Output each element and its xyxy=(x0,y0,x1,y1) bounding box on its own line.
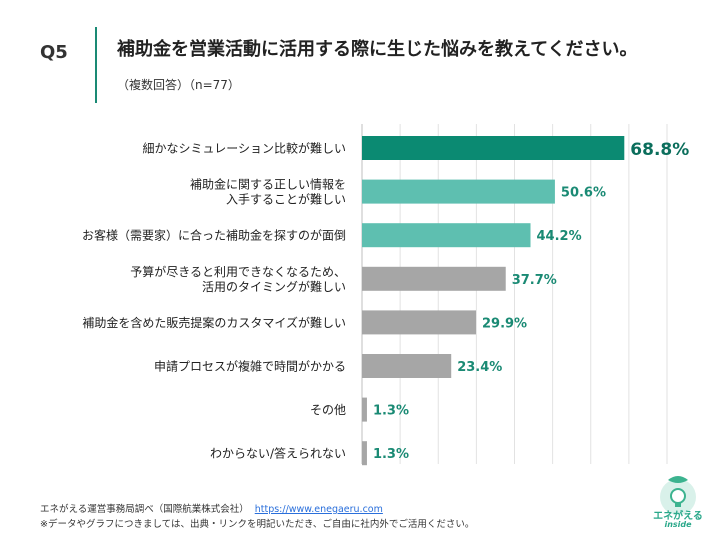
category-label-line: 申請プロセスが複雑で時間がかかる xyxy=(154,359,346,374)
data-label: 1.3% xyxy=(373,404,409,419)
category-label-line: お客様（需要家）に合った補助金を探すのが面倒 xyxy=(82,228,346,243)
data-label: 37.7% xyxy=(512,273,557,288)
page-title: 補助金を営業活動に活用する際に生じた悩みを教えてください。 xyxy=(117,39,638,60)
bar xyxy=(362,136,625,160)
category-label: わからない/答えられない xyxy=(210,446,346,461)
category-label: 申請プロセスが複雑で時間がかかる xyxy=(154,359,346,374)
bar xyxy=(362,266,506,291)
category-label: 補助金に関する正しい情報を入手することが難しい xyxy=(190,177,346,207)
bar xyxy=(362,310,476,335)
category-label-line: 補助金に関する正しい情報を xyxy=(190,177,346,192)
category-label: その他 xyxy=(310,403,346,417)
logo-sub: inside xyxy=(664,520,692,529)
category-label: 細かなシミュレーション比較が難しい xyxy=(142,141,346,156)
category-label-line: 補助金を含めた販売提案のカスタマイズが難しい xyxy=(82,315,346,330)
header-divider xyxy=(95,27,97,103)
bar-chart: 68.8% 細かなシミュレーション比較が難しい 50.6% 補助金に関する正しい情報を… xyxy=(82,124,689,466)
data-label: 23.4% xyxy=(457,360,502,375)
data-label: 1.3% xyxy=(373,447,409,462)
bar xyxy=(362,441,367,466)
data-label: 44.2% xyxy=(537,229,582,244)
category-label: 予算が尽きると利用できなくなるため、活用のタイミングが難しい xyxy=(130,264,346,294)
footer-note: ※データやグラフにつきましては、出典・リンクを明記いただき、ご自由に社内外でご活… xyxy=(40,519,475,530)
bar xyxy=(362,354,452,378)
category-label: 補助金を含めた販売提案のカスタマイズが難しい xyxy=(82,315,346,330)
source-link[interactable]: https://www.enegaeru.com xyxy=(254,504,383,515)
category-label-line: わからない/答えられない xyxy=(210,446,346,461)
bar xyxy=(362,223,531,248)
category-label: お客様（需要家）に合った補助金を探すのが面倒 xyxy=(82,228,346,243)
leaf-bulb-icon xyxy=(660,476,696,515)
category-label-line: その他 xyxy=(310,403,346,417)
category-label-line: 入手することが難しい xyxy=(226,192,346,207)
source-text: エネがえる運営事務局調べ（国際航業株式会社） xyxy=(40,504,249,515)
category-label-line: 細かなシミュレーション比較が難しい xyxy=(142,141,346,156)
bar xyxy=(362,397,367,422)
data-label: 68.8% xyxy=(630,140,689,160)
bar xyxy=(362,179,555,204)
data-label: 29.9% xyxy=(482,316,527,331)
logo-name: エネがえる xyxy=(653,511,703,522)
category-label-line: 予算が尽きると利用できなくなるため、 xyxy=(130,264,346,279)
data-label: 50.6% xyxy=(561,186,606,201)
footer-source: エネがえる運営事務局調べ（国際航業株式会社） https://www.enegae… xyxy=(40,501,383,515)
category-label-line: 活用のタイミングが難しい xyxy=(202,279,346,294)
question-number: Q5 xyxy=(40,42,68,63)
page-subtitle: （複数回答）（n=77） xyxy=(117,78,240,92)
